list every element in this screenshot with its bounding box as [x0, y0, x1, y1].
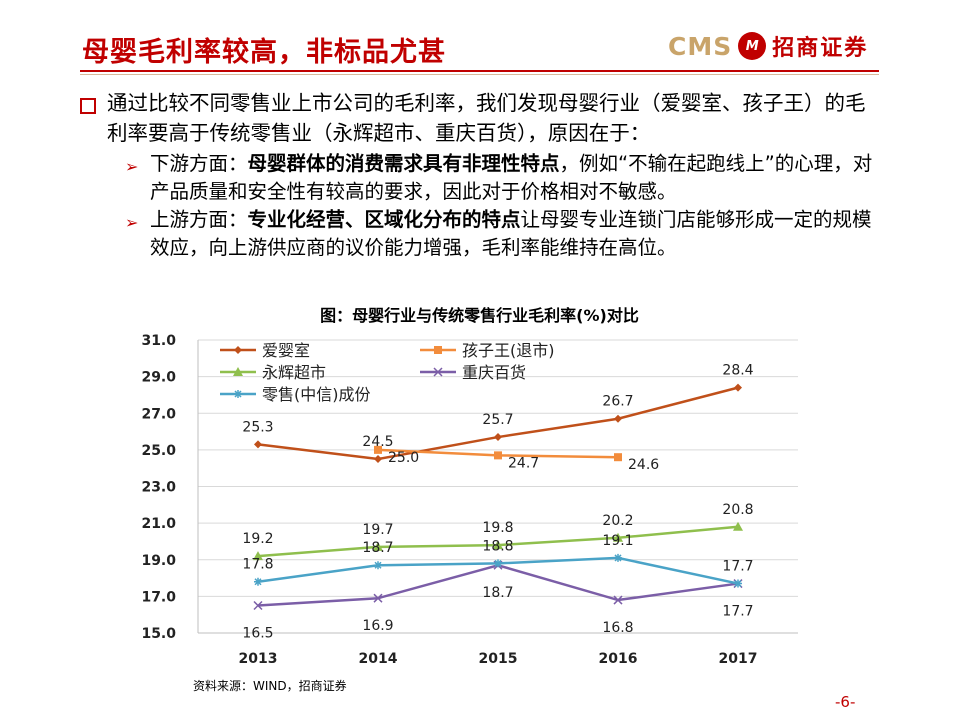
x-tick-label: 2017 — [719, 651, 758, 667]
series-0-point — [494, 433, 502, 442]
series-2-point — [253, 551, 263, 561]
series-0-point — [254, 440, 262, 449]
data-label: 18.8 — [482, 538, 513, 554]
data-label: 17.8 — [242, 557, 273, 573]
x-tick-label: 2016 — [599, 651, 638, 667]
y-tick-label: 27.0 — [141, 406, 176, 422]
series-0-point — [734, 383, 742, 392]
page-number: -6- — [835, 693, 856, 711]
series-3-point — [253, 601, 263, 611]
data-label: 18.7 — [362, 540, 393, 556]
data-label: 18.7 — [482, 585, 513, 601]
series-0-point — [374, 455, 382, 464]
y-tick-label: 21.0 — [141, 516, 176, 532]
series-3-point — [373, 593, 383, 603]
page-title: 母婴毛利率较高，非标品尤甚 — [82, 37, 446, 68]
series-4-point — [614, 553, 622, 562]
series-3-point — [613, 595, 623, 605]
series-4-point — [254, 577, 262, 586]
data-label: 16.5 — [242, 626, 273, 642]
sub-point-text: 让母婴专业连锁门店能够形成一定的规模效应，向上游供应商的议价能力增强，毛利率能维… — [150, 208, 872, 259]
arrow-bullet-icon: ➢ — [125, 157, 139, 176]
sub-point-text: ，例如“不输在起跑线上”的心理，对产品质量和安全性有较高的要求，因此对于价格相对… — [150, 152, 873, 203]
arrow-bullet-icon: ➢ — [125, 213, 139, 232]
sub-point-emphasis: 母婴群体的消费需求具有非理性特点 — [247, 152, 560, 175]
sub-point-downstream: 下游方面：母婴群体的消费需求具有非理性特点，例如“不输在起跑线上”的心理，对产品… — [150, 150, 880, 206]
legend-label: 零售(中信)成份 — [262, 385, 371, 404]
y-tick-label: 29.0 — [141, 370, 176, 386]
x-tick-label: 2013 — [239, 651, 278, 667]
legend-label: 重庆百货 — [462, 363, 526, 382]
x-tick-label: 2015 — [479, 651, 518, 667]
logo-cms-text: CMS — [668, 31, 733, 61]
title-divider — [80, 70, 879, 72]
data-label: 17.7 — [722, 559, 753, 575]
legend-marker-2 — [233, 367, 243, 376]
y-tick-label: 17.0 — [141, 589, 176, 605]
data-label: 19.2 — [242, 531, 273, 547]
logo-company-name: 招商证券 — [772, 36, 869, 61]
logo-mark-icon: M — [738, 32, 767, 60]
series-1-point — [374, 445, 382, 454]
legend-label: 永辉超市 — [262, 363, 326, 382]
x-tick-label: 2014 — [359, 651, 398, 667]
legend-marker-0 — [234, 346, 242, 354]
data-label: 19.8 — [482, 520, 513, 536]
series-2-point — [373, 541, 383, 551]
legend-marker-1 — [434, 346, 442, 354]
data-label: 26.7 — [602, 394, 633, 410]
data-label: 16.9 — [362, 618, 393, 634]
legend-marker-4 — [234, 390, 242, 398]
data-label: 16.8 — [602, 620, 633, 636]
legend-label: 孩子王(退市) — [462, 341, 555, 360]
series-2-point — [613, 532, 623, 542]
data-label: 20.8 — [722, 502, 753, 518]
sub-point-emphasis: 专业化经营、区域化分布的特点 — [247, 208, 521, 231]
data-label: 25.3 — [242, 419, 273, 435]
square-bullet-icon — [80, 98, 96, 114]
title-divider-secondary — [80, 74, 879, 75]
series-1-point — [494, 451, 502, 460]
legend-marker-3 — [433, 367, 443, 377]
series-1-point — [614, 453, 622, 462]
y-tick-label: 25.0 — [141, 443, 176, 459]
chart-title: 图：母婴行业与传统零售行业毛利率(%)对比 — [320, 306, 639, 325]
y-tick-label: 15.0 — [141, 626, 176, 642]
data-label: 24.7 — [508, 455, 539, 471]
chart-source: 资料来源：WIND，招商证券 — [193, 679, 347, 693]
data-label: 19.1 — [602, 533, 633, 549]
data-label: 19.7 — [362, 522, 393, 538]
data-label: 24.6 — [628, 457, 659, 473]
sub-point-prefix: 下游方面： — [150, 152, 248, 175]
data-label: 17.7 — [722, 604, 753, 620]
series-4-point — [734, 579, 742, 588]
data-label: 20.2 — [602, 513, 633, 529]
series-2-point — [733, 521, 743, 531]
data-label: 25.7 — [482, 412, 513, 428]
series-2-point — [493, 540, 503, 550]
data-label: 25.0 — [388, 450, 419, 466]
cms-logo: CMS M 招商证券 — [668, 30, 868, 62]
data-label: 24.5 — [362, 434, 393, 450]
y-tick-label: 19.0 — [141, 553, 176, 569]
sub-point-prefix: 上游方面： — [150, 208, 248, 231]
sub-point-upstream: 上游方面：专业化经营、区域化分布的特点让母婴专业连锁门店能够形成一定的规模效应，… — [150, 206, 880, 262]
y-tick-label: 31.0 — [141, 333, 176, 349]
series-0-point — [614, 414, 622, 423]
legend-label: 爱婴室 — [262, 341, 310, 360]
series-4-point — [494, 559, 502, 568]
series-4-point — [374, 561, 382, 570]
data-label: 28.4 — [722, 363, 753, 379]
y-tick-label: 23.0 — [141, 480, 176, 496]
main-point: 通过比较不同零售业上市公司的毛利率，我们发现母婴行业（爱婴室、孩子王）的毛利率要… — [107, 91, 866, 145]
